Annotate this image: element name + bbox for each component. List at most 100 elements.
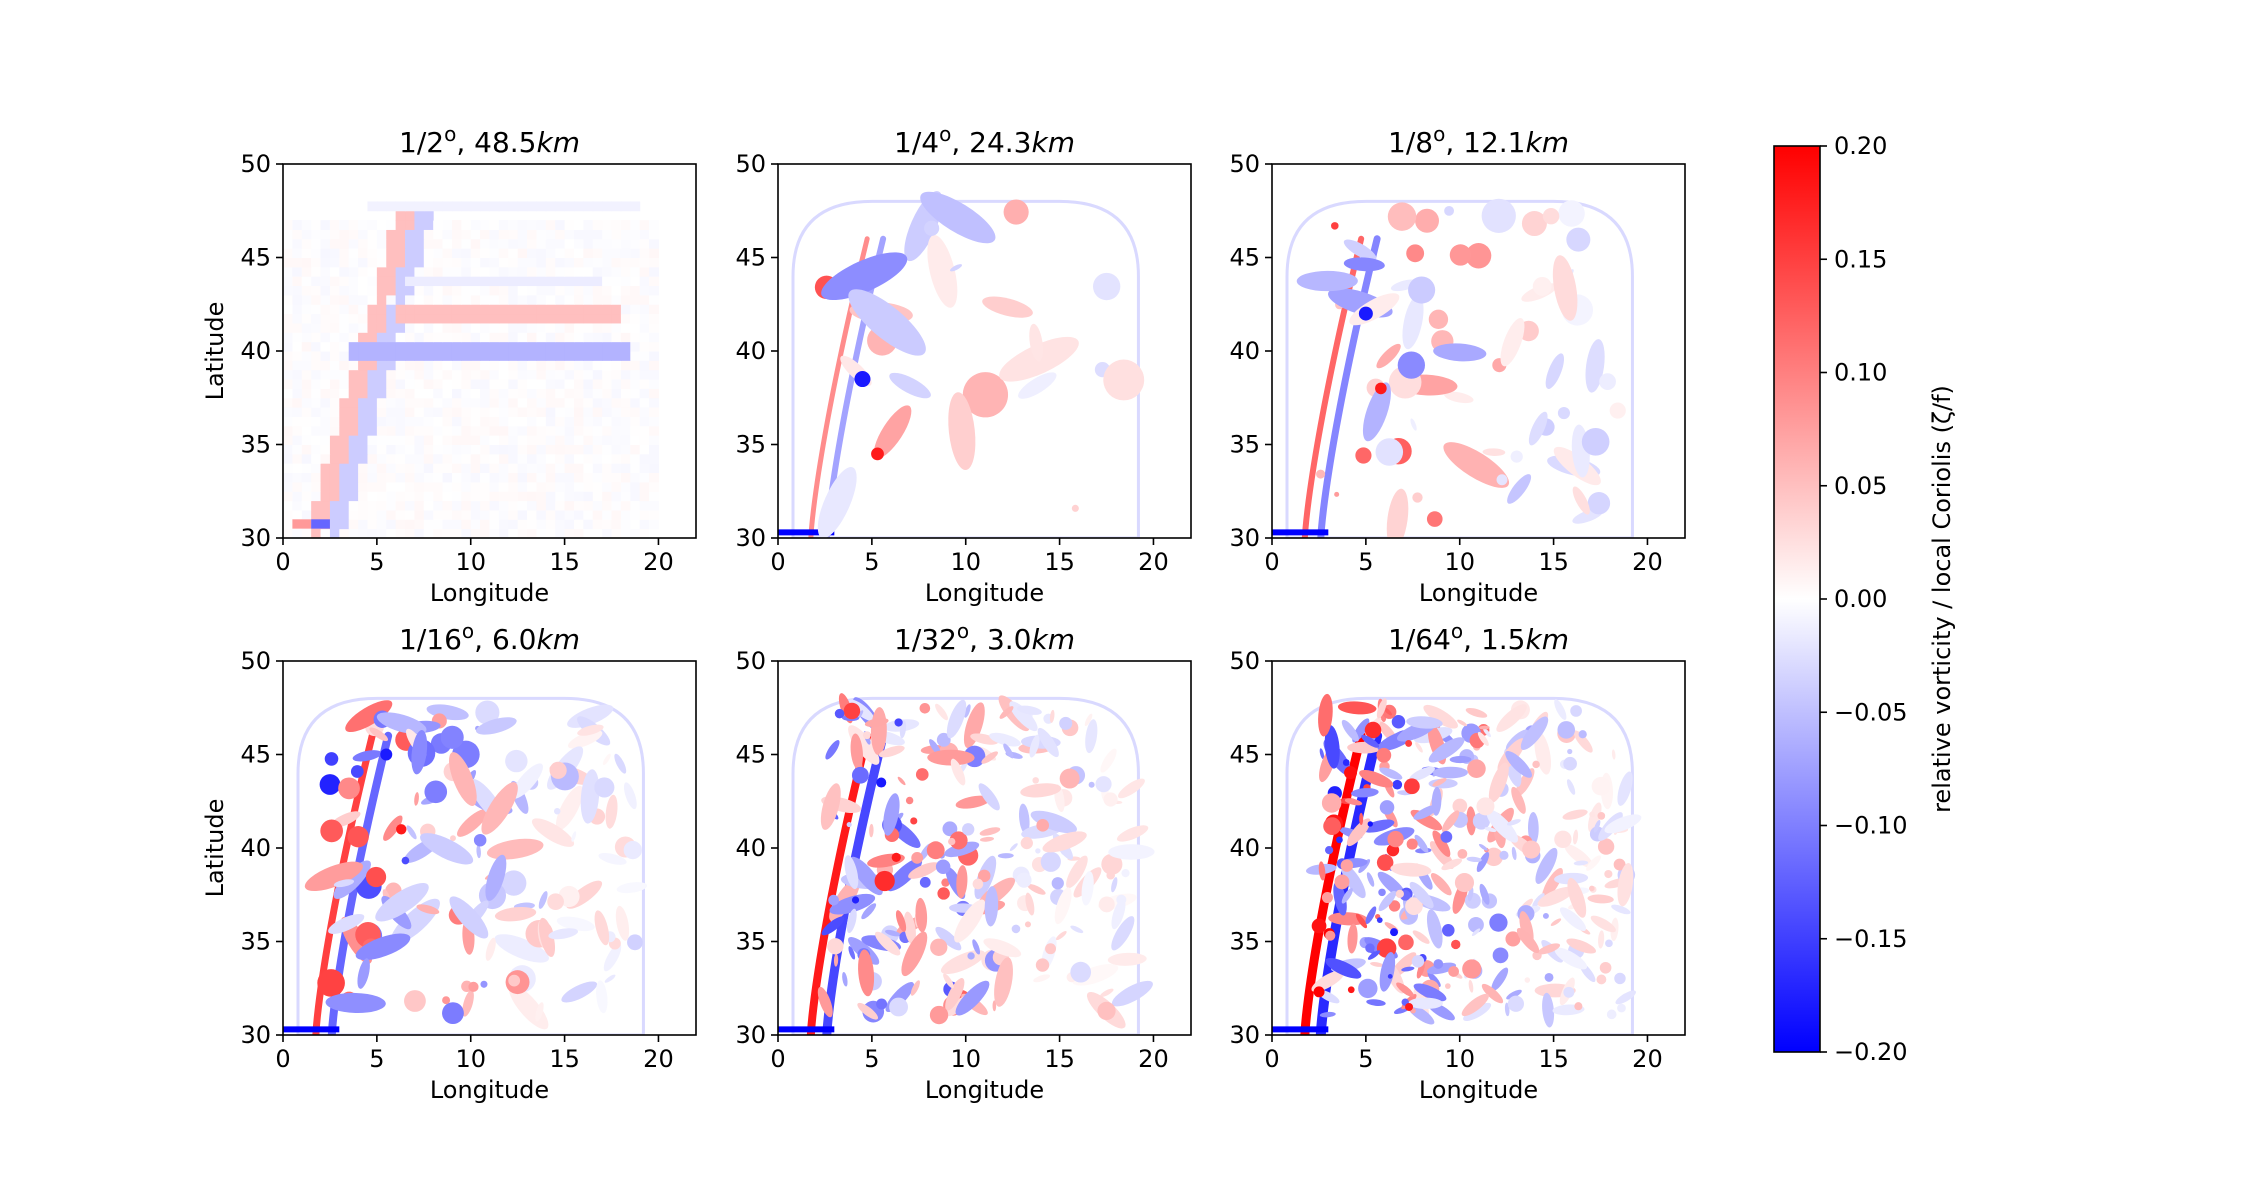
- field-cell: [602, 509, 613, 520]
- field-cell: [480, 201, 490, 212]
- vorticity-filament: [1611, 904, 1631, 915]
- field-cell: [405, 435, 415, 445]
- field-cell: [376, 257, 387, 268]
- vorticity-filament: [1343, 239, 1377, 261]
- vorticity-filament: [1370, 961, 1384, 967]
- vorticity-eddy: [1035, 848, 1041, 854]
- field-cell: [498, 248, 509, 258]
- vorticity-filament: [1018, 803, 1030, 834]
- field-cell: [592, 229, 603, 240]
- y-tick-label: 50: [735, 150, 766, 178]
- vorticity-eddy: [1358, 978, 1378, 999]
- field-cell: [620, 229, 631, 240]
- field-cell: [461, 435, 472, 445]
- field-cell: [470, 351, 481, 361]
- field-cell: [470, 519, 481, 530]
- field-cell: [442, 472, 453, 483]
- vorticity-filament: [1593, 819, 1601, 833]
- vorticity-filament: [1367, 950, 1381, 960]
- field-cell: [339, 500, 350, 511]
- field-cell: [564, 266, 575, 277]
- vorticity-eddy: [404, 990, 426, 1012]
- field-cell: [630, 463, 641, 474]
- field-cell: [517, 491, 528, 502]
- field-cell: [283, 248, 293, 258]
- vorticity-filament: [1361, 734, 1380, 748]
- field-cell: [527, 444, 537, 455]
- field-cell: [527, 481, 537, 492]
- field-cell: [564, 379, 575, 389]
- vorticity-eddy: [1442, 924, 1455, 937]
- vorticity-filament: [411, 729, 428, 775]
- field-cell: [367, 229, 378, 240]
- vorticity-eddy: [442, 996, 451, 1005]
- field-cell: [348, 266, 359, 277]
- vorticity-filament: [485, 854, 507, 901]
- vorticity-filament: [1554, 699, 1567, 720]
- field-cell: [451, 248, 462, 258]
- vorticity-filament: [1566, 779, 1576, 795]
- field-cell: [367, 257, 378, 268]
- field-cell: [301, 463, 312, 474]
- field-cell: [649, 388, 659, 399]
- field-cell: [376, 435, 387, 445]
- field-cell: [311, 500, 322, 511]
- field-cell: [611, 500, 622, 511]
- field-cell: [395, 472, 406, 483]
- y-tick-label: 40: [735, 337, 766, 365]
- field-cell: [283, 491, 293, 502]
- y-tick-label: 50: [735, 647, 766, 675]
- field-cell: [395, 519, 406, 530]
- vorticity-eddy: [347, 826, 369, 848]
- field-cell: [376, 519, 387, 530]
- vorticity-field: [1272, 164, 1685, 538]
- field-cell: [386, 341, 397, 352]
- field-cell: [367, 294, 378, 305]
- field-cell: [414, 285, 425, 296]
- field-cell: [630, 220, 641, 230]
- vorticity-filament: [1401, 966, 1415, 972]
- vorticity-filament: [1003, 743, 1014, 759]
- vorticity-filament: [1378, 890, 1397, 912]
- field-cell: [348, 332, 359, 343]
- field-cell: [423, 351, 434, 361]
- vorticity-eddy: [862, 731, 871, 740]
- field-cell: [508, 266, 519, 277]
- field-cell: [480, 220, 490, 230]
- vorticity-filament: [476, 844, 481, 859]
- field-cell: [527, 435, 537, 445]
- vorticity-filament: [449, 896, 489, 939]
- field-cell: [555, 416, 566, 427]
- field-cell: [555, 425, 566, 436]
- field-cell: [498, 369, 509, 380]
- field-cell: [442, 379, 453, 389]
- vorticity-filament: [848, 946, 856, 960]
- field-cell: [508, 425, 519, 436]
- field-cell: [480, 472, 490, 483]
- vorticity-filament: [1598, 930, 1605, 949]
- x-tick-label: 5: [1358, 548, 1373, 576]
- vorticity-eddy: [1566, 227, 1591, 252]
- field-cell: [386, 238, 397, 249]
- field-cell: [489, 416, 500, 427]
- field-cell: [573, 435, 584, 445]
- field-cell: [620, 481, 631, 492]
- field-cell: [442, 351, 453, 361]
- field-cell: [545, 276, 556, 287]
- x-tick-label: 10: [1444, 1045, 1475, 1073]
- field-cell: [301, 453, 312, 464]
- vorticity-filament: [997, 853, 1014, 859]
- field-cell: [395, 201, 406, 212]
- field-cell: [573, 201, 584, 212]
- field-cell: [339, 435, 350, 445]
- field-cell: [555, 276, 566, 287]
- vorticity-filament: [1409, 766, 1435, 782]
- vorticity-filament: [1432, 766, 1468, 779]
- field-cell: [555, 341, 566, 352]
- field-cell: [414, 332, 425, 343]
- field-cell: [301, 472, 312, 483]
- vorticity-filament: [616, 882, 648, 894]
- field-cell: [339, 257, 350, 268]
- field-cell: [649, 444, 659, 455]
- field-cell: [517, 229, 528, 240]
